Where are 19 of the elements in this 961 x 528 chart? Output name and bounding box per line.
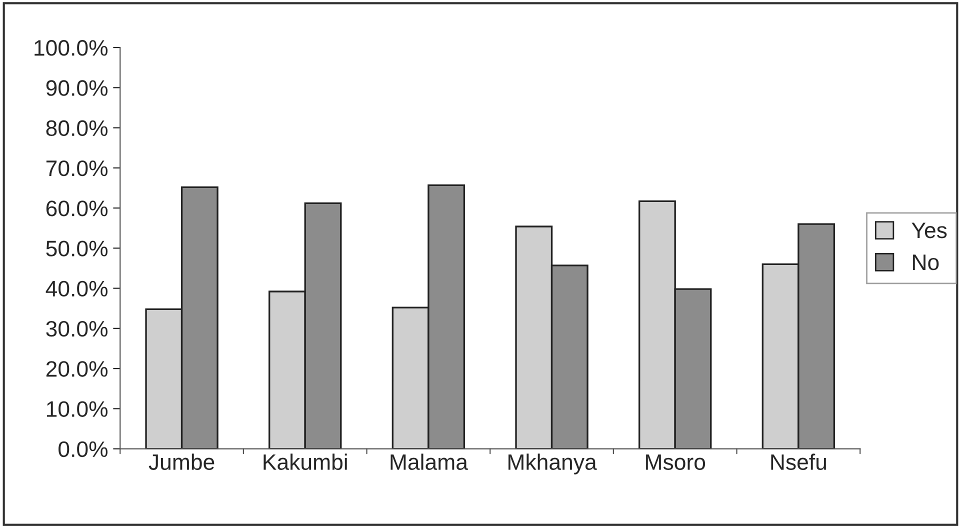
- y-tick-label: 30.0%: [46, 320, 108, 337]
- y-tick-label: 50.0%: [46, 240, 108, 256]
- y-tick-label: 60.0%: [46, 200, 108, 216]
- y-tick-label: 10.0%: [47, 401, 108, 417]
- x-tick-label: Kakumbi: [264, 454, 347, 470]
- y-tick-label: 0.0%: [58, 441, 108, 458]
- x-tick-label: Nsefu: [771, 454, 826, 470]
- x-tick-label: Malama: [390, 454, 468, 470]
- x-tick-label: Jumbe: [148, 454, 214, 470]
- y-tick-label: 70.0%: [46, 160, 108, 176]
- y-tick-label: 90.0%: [46, 80, 108, 96]
- y-tick-label: 20.0%: [46, 361, 108, 377]
- y-tick-label: 100.0%: [34, 40, 108, 56]
- x-tick-label: Mkhanya: [508, 454, 597, 474]
- y-tick-label: 80.0%: [46, 120, 108, 136]
- y-tick-label: 40.0%: [46, 280, 108, 297]
- x-tick-label: Msoro: [646, 454, 706, 470]
- legend-label: Yes: [912, 222, 947, 238]
- legend-label: No: [913, 254, 939, 270]
